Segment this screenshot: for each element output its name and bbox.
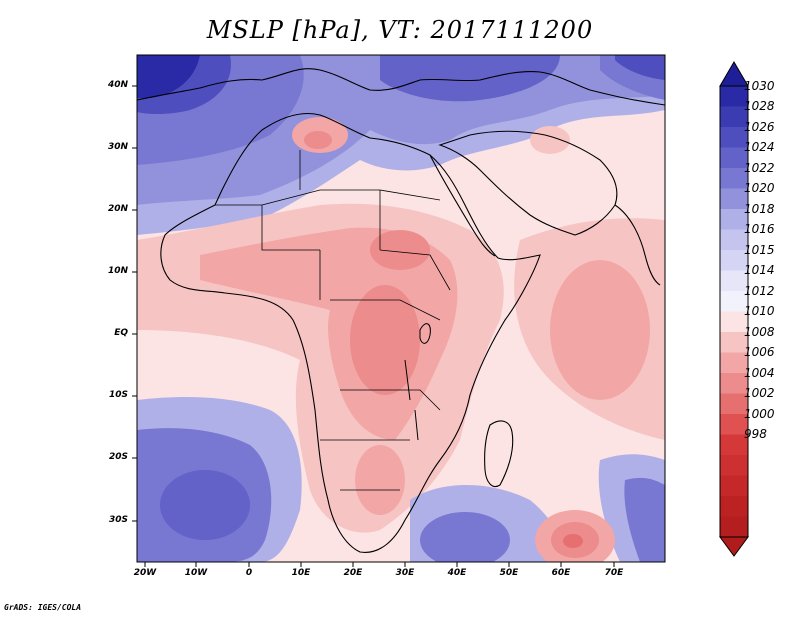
atlantic-high-peak: [137, 55, 200, 98]
lon-label: 70E: [604, 568, 624, 578]
colorbar-label: 1000: [744, 407, 775, 421]
colorbar-label: 1015: [744, 243, 775, 257]
colorbar-swatch: [720, 147, 748, 168]
congo-low: [350, 285, 420, 395]
arabian-peninsula: [438, 130, 618, 236]
colorbar-label: 1026: [744, 120, 775, 134]
colorbar-swatch: [720, 352, 748, 373]
kalahari-low: [355, 445, 405, 515]
colorbar-label: 1020: [744, 181, 775, 195]
axis-ticks: [132, 85, 615, 567]
lon-label: 10E: [291, 568, 311, 578]
lat-label: 20N: [107, 204, 128, 214]
colorbar-label: 1012: [744, 284, 775, 298]
colorbar-frame: [719, 85, 749, 538]
colorbar-label: 1002: [744, 386, 775, 400]
colorbar-swatch: [720, 373, 748, 394]
southern-ocean-low-core: [563, 534, 583, 548]
map-frame: [136, 54, 666, 563]
colorbar-label: 1018: [744, 202, 775, 216]
colorbar-swatch: [720, 106, 748, 127]
red-sea: [429, 154, 496, 257]
colorbar-swatch: [720, 393, 748, 414]
colorbar-label: 1010: [744, 304, 775, 318]
europe-coast: [137, 68, 665, 106]
colorbar-bottom-arrow: [719, 536, 749, 557]
sudan-low: [370, 230, 430, 270]
colorbar-swatch: [720, 516, 748, 537]
lat-label: 10N: [107, 266, 128, 276]
colorbar-label: 1004: [744, 366, 775, 380]
colorbar-swatch: [720, 311, 748, 332]
mediterranean-high-core: [380, 55, 560, 102]
colorbar-label: 1028: [744, 99, 775, 113]
atlas-low-core: [304, 131, 332, 149]
colorbar-label: 1030: [744, 79, 775, 93]
colorbar-swatch: [720, 86, 748, 107]
colorbar-label: 1008: [744, 325, 775, 339]
iran-high-peak: [615, 55, 665, 80]
colorbar-swatch: [720, 209, 748, 230]
lat-label: 30N: [107, 142, 128, 152]
arabian-sea-low: [550, 260, 650, 400]
colorbar-label: 1014: [744, 263, 775, 277]
pressure-field: [137, 55, 665, 562]
colorbar-label: 1006: [744, 345, 775, 359]
colorbar-label: 998: [744, 427, 767, 441]
lat-label: 10S: [108, 390, 128, 400]
lat-label: EQ: [114, 328, 128, 338]
lon-label: 0: [245, 568, 253, 578]
colorbar-swatch: [720, 414, 748, 435]
lon-label: 40E: [447, 568, 467, 578]
east-indian-high-core: [624, 477, 665, 562]
lon-label: 10W: [184, 568, 208, 578]
lon-label: 50E: [499, 568, 519, 578]
india-coast: [614, 204, 661, 286]
colorbar-swatch: [720, 188, 748, 209]
great-lakes: [404, 323, 431, 441]
colorbar-swatch: [720, 332, 748, 353]
lon-label: 30E: [395, 568, 415, 578]
colorbar-swatch: [720, 270, 748, 291]
colorbar-label: 1022: [744, 161, 775, 175]
colorbar-swatch: [720, 496, 748, 517]
colorbar-swatch: [720, 168, 748, 189]
south-indian-high-core: [420, 512, 510, 562]
colorbar-swatch: [720, 127, 748, 148]
lat-label: 40N: [107, 80, 128, 90]
lon-label: 20E: [343, 568, 363, 578]
lon-label: 20W: [133, 568, 157, 578]
south-atlantic-high-peak: [160, 470, 250, 540]
africa-coastline: [160, 112, 541, 553]
colorbar-swatch: [720, 434, 748, 455]
madagascar: [484, 420, 514, 488]
colorbar-swatch: [720, 229, 748, 250]
lat-label: 30S: [108, 515, 128, 525]
colorbar-label: 1024: [744, 140, 775, 154]
colorbar-swatch: [720, 250, 748, 271]
colorbar-swatch: [720, 291, 748, 312]
colorbar-swatch: [720, 455, 748, 476]
arabia-low: [530, 126, 570, 154]
map-title: MSLP [hPa], VT: 2017111200: [206, 16, 594, 44]
colorbar-label: 1016: [744, 222, 775, 236]
lon-label: 60E: [551, 568, 571, 578]
lat-label: 20S: [108, 452, 128, 462]
colorbar-swatch: [720, 475, 748, 496]
colorbar: [719, 61, 749, 557]
grads-credit: GrADS: IGES/COLA: [4, 603, 82, 612]
country-border: [215, 150, 451, 491]
